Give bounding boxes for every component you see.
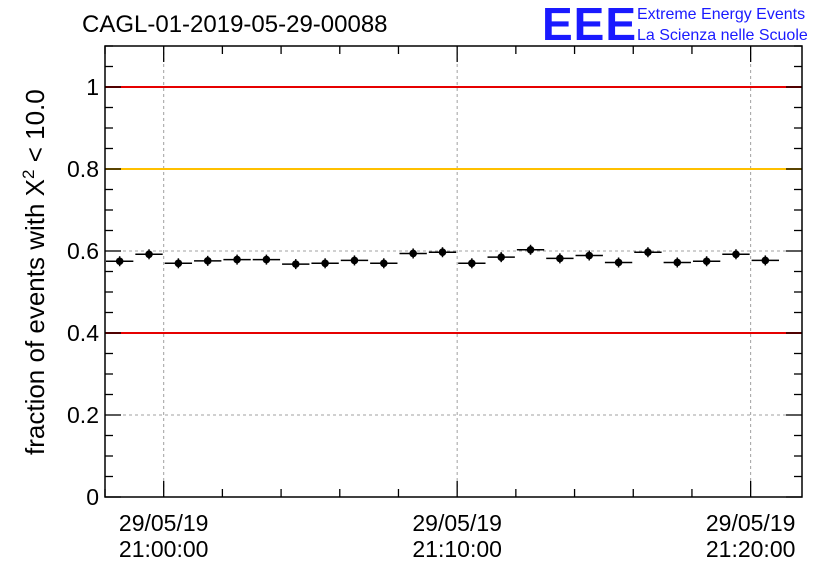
x-tick-date-label: 29/05/19 [706, 510, 796, 536]
data-point [751, 255, 779, 266]
data-point [634, 247, 662, 258]
point-marker [673, 258, 682, 267]
y-tick-label: 0.6 [67, 238, 99, 264]
reference-lines [105, 86, 802, 334]
y-tick-label: 0.8 [67, 156, 99, 182]
point-marker [409, 249, 417, 258]
data-point [428, 247, 457, 258]
logo-mark: EEE [542, 0, 637, 50]
point-marker [614, 258, 623, 267]
data-point [516, 244, 545, 255]
point-marker [556, 254, 564, 263]
point-marker [145, 250, 153, 259]
point-marker [174, 259, 183, 268]
data-point [722, 249, 750, 260]
y-axis-label: fraction of events with X2 < 10.0 [19, 89, 50, 455]
x-tick-time-label: 21:10:00 [412, 536, 502, 562]
data-point [223, 254, 251, 265]
x-tick-date-label: 29/05/19 [412, 510, 502, 536]
point-marker [497, 253, 505, 261]
point-marker [115, 257, 124, 266]
y-tick-labels: 0 0.2 0.4 0.6 0.8 1 [67, 74, 99, 510]
data-point [135, 249, 163, 260]
chart-title: CAGL-01-2019-05-29-00088 [82, 11, 388, 38]
data-point [252, 254, 281, 265]
data-point [663, 257, 691, 268]
axes [104, 45, 803, 498]
point-marker [438, 248, 447, 257]
y-tick-label: 0 [86, 484, 99, 510]
data-point [575, 250, 603, 261]
x-tick-time-label: 21:00:00 [119, 536, 209, 562]
point-marker [291, 260, 300, 268]
data-point [340, 255, 369, 266]
logo-line-2: La Scienza nelle Scuole [637, 27, 808, 44]
data-point [487, 252, 515, 263]
point-marker [350, 256, 359, 265]
y-tick-label: 1 [86, 74, 99, 100]
point-marker [262, 255, 271, 264]
data-point [194, 255, 222, 266]
point-marker [732, 250, 740, 259]
data-point [164, 258, 193, 269]
point-marker [702, 257, 711, 266]
data-point [692, 256, 721, 267]
data-point [311, 258, 339, 269]
grid-lines [105, 46, 802, 497]
point-marker [526, 245, 535, 254]
eee-logo: EEE Extreme Energy Events La Scienza nel… [542, 0, 808, 50]
data-point [106, 256, 134, 267]
point-marker [233, 255, 241, 264]
y-axis-label-tail: < 10.0 [20, 89, 50, 169]
plot-frame [104, 45, 803, 498]
point-marker [203, 257, 212, 265]
logo-line-1: Extreme Energy Events [637, 6, 805, 23]
point-marker [468, 259, 476, 268]
x-tick-time-label: 21:20:00 [706, 536, 796, 562]
data-point [604, 257, 633, 268]
point-marker [585, 251, 594, 260]
data-points [106, 244, 779, 270]
data-point [458, 258, 486, 269]
point-marker [761, 256, 770, 265]
data-point [399, 248, 427, 259]
data-point [546, 253, 574, 264]
data-point [282, 259, 310, 270]
data-point [370, 258, 398, 269]
point-marker [321, 259, 329, 268]
x-tick-labels: 29/05/1921:00:0029/05/1921:10:0029/05/19… [119, 510, 795, 562]
y-tick-label: 0.2 [67, 402, 99, 428]
point-marker [644, 248, 652, 257]
point-marker [380, 259, 388, 268]
y-axis-label-main: fraction of events with X [20, 179, 50, 455]
x-tick-date-label: 29/05/19 [119, 510, 209, 536]
y-tick-label: 0.4 [67, 320, 99, 346]
y-axis-label-sup: 2 [19, 170, 38, 179]
